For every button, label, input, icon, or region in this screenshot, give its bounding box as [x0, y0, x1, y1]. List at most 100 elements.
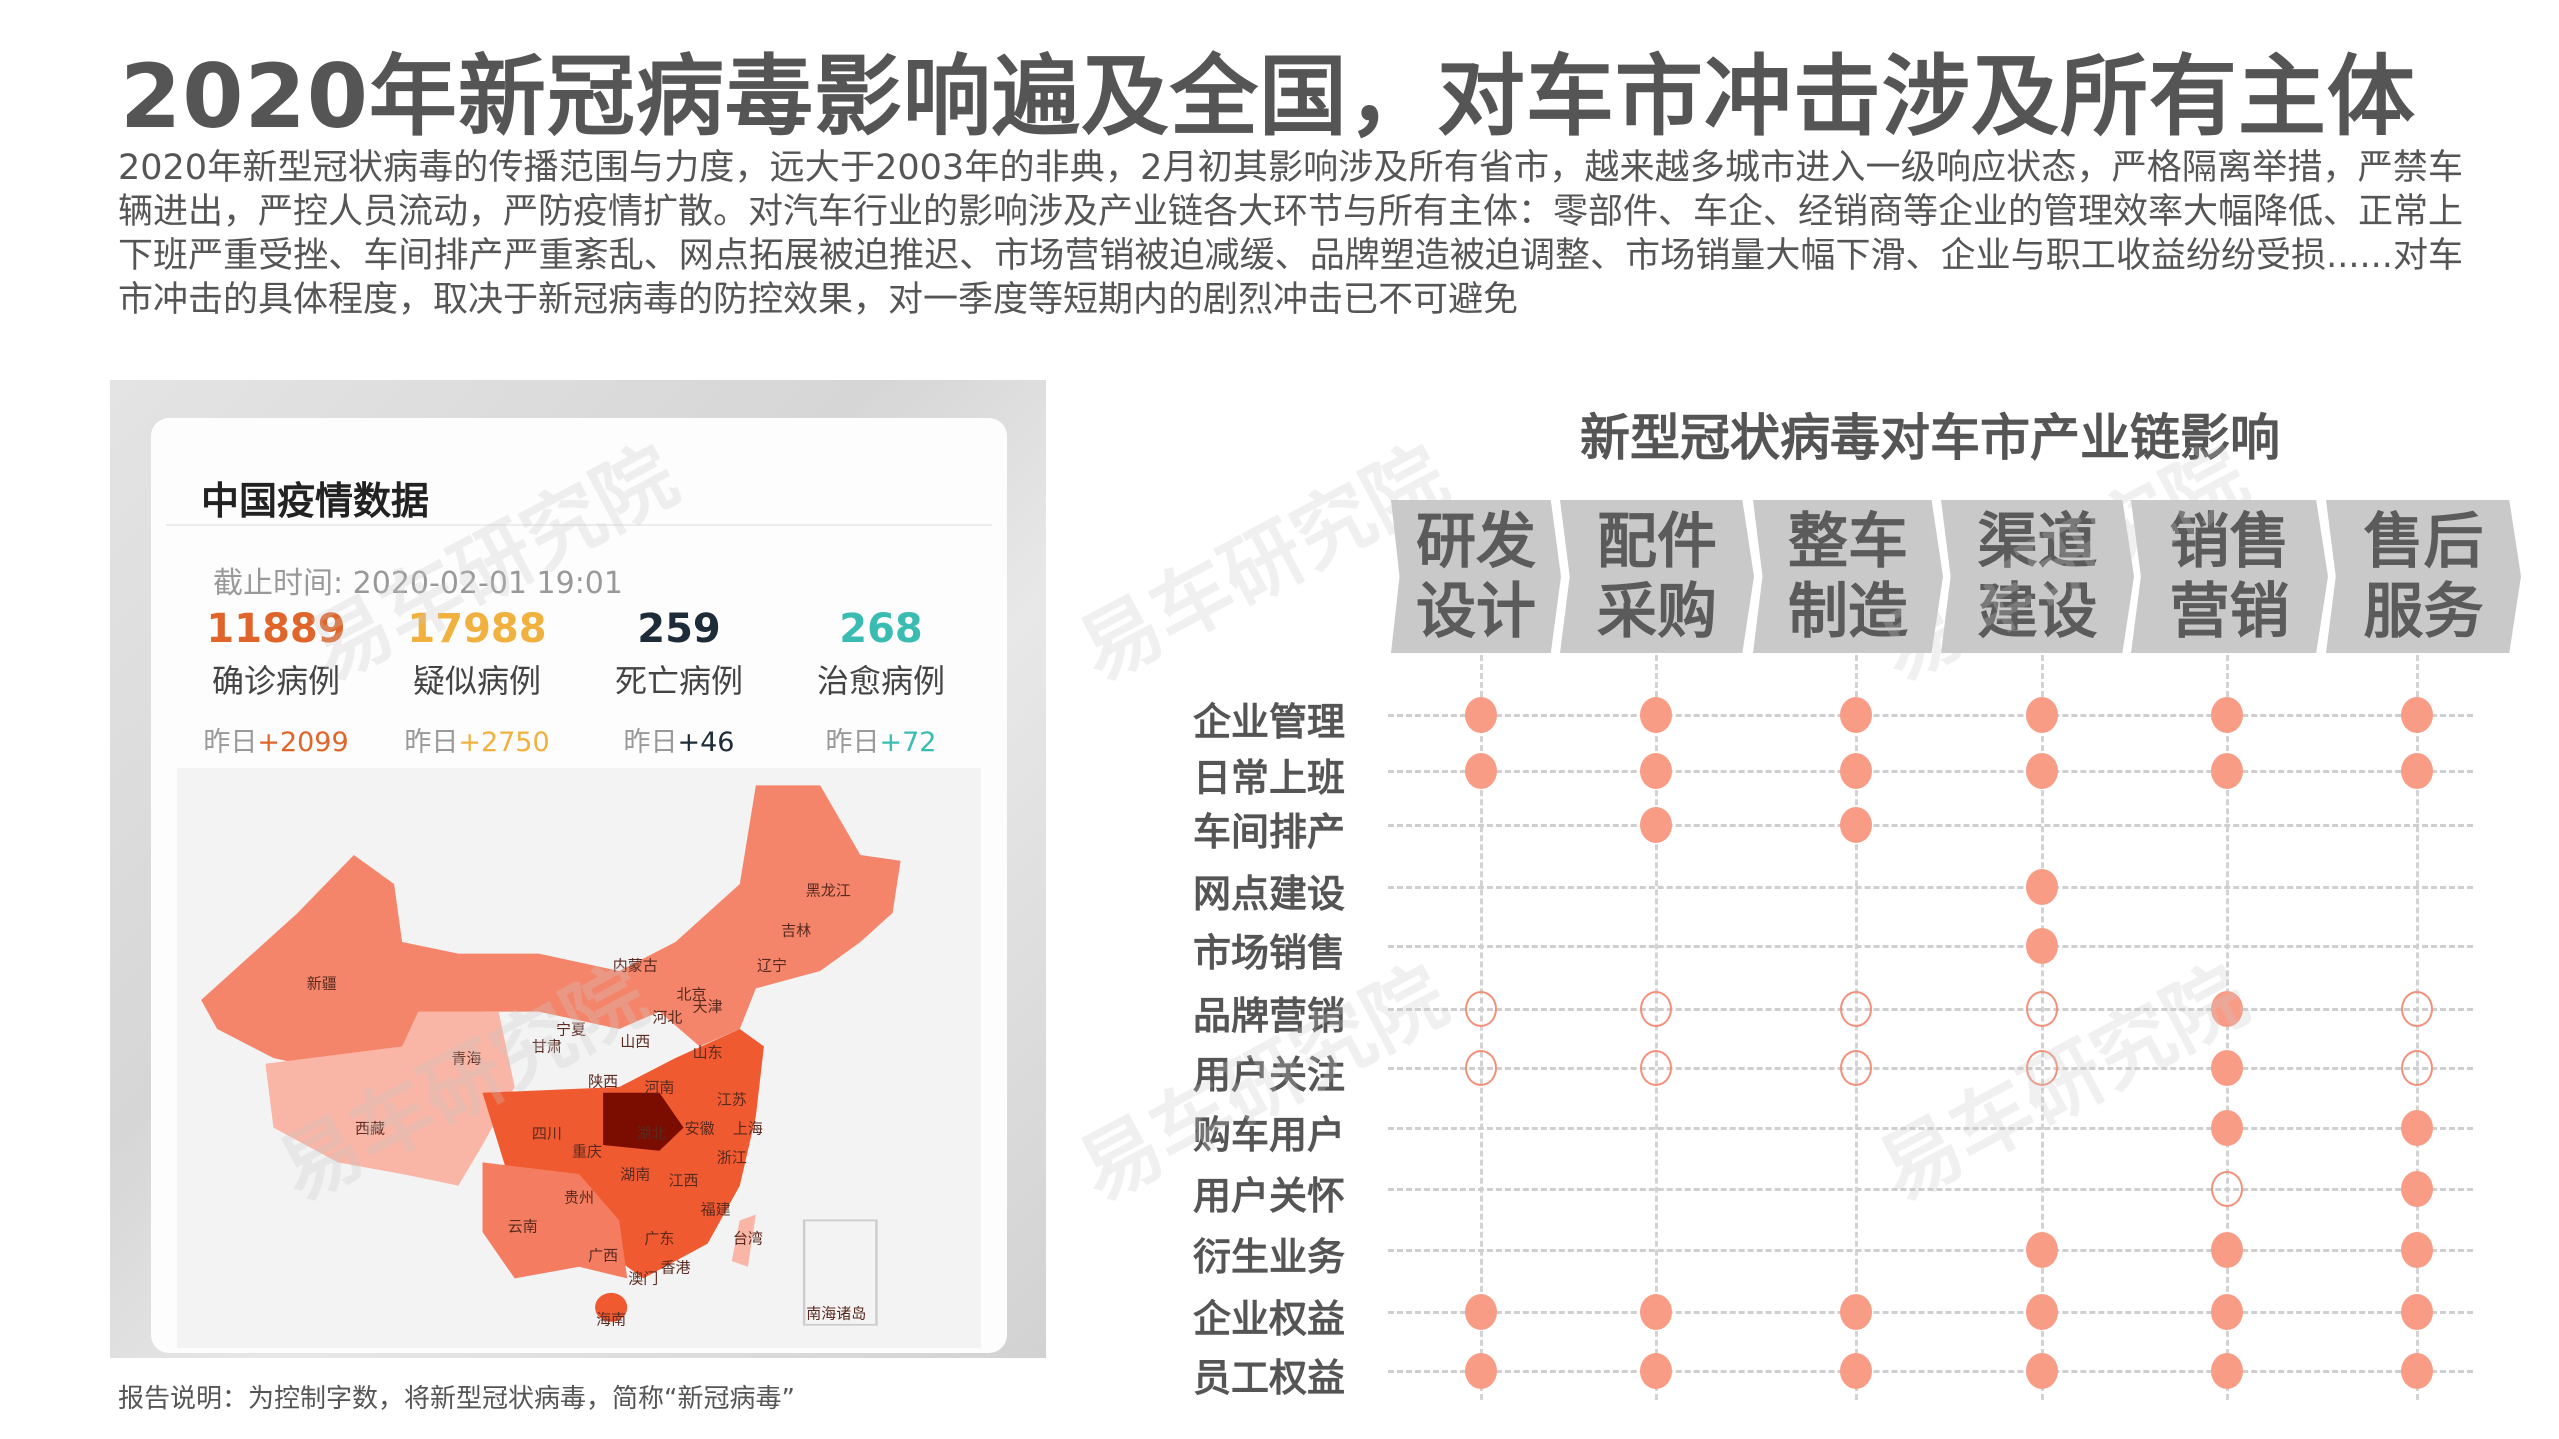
- row-gridline: [1388, 1188, 2473, 1191]
- impact-dot-filled: [1465, 697, 1497, 733]
- column-gridline: [1480, 655, 1483, 1400]
- map-label: 天津: [692, 997, 723, 1016]
- region-north: [201, 785, 901, 1087]
- row-gridline: [1388, 945, 2473, 948]
- stage-6: 售后服务: [2326, 500, 2521, 653]
- column-gridline: [2416, 655, 2419, 1400]
- impact-dot-filled: [2026, 869, 2058, 905]
- row-gridline: [1388, 1067, 2473, 1070]
- footnote: 报告说明：为控制字数，将新型冠状病毒，简称“新冠病毒”: [118, 1384, 795, 1414]
- map-label: 广东: [644, 1229, 675, 1248]
- map-label: 江苏: [716, 1090, 747, 1109]
- stage-label: 售后服务: [2363, 506, 2484, 647]
- map-label: 宁夏: [555, 1020, 586, 1039]
- impact-dot-filled: [2211, 1110, 2243, 1146]
- map-label: 贵州: [563, 1188, 595, 1207]
- impact-dot-hollow: [1640, 991, 1672, 1027]
- row-label: 品牌营销: [1192, 994, 1345, 1038]
- intro-paragraph: 2020年新型冠状病毒的传播范围与力度，远大于2003年的非典，2月初其影响涉及…: [118, 148, 2464, 320]
- row-gridline: [1388, 824, 2473, 827]
- impact-dot-hollow: [1465, 991, 1497, 1027]
- row-label: 员工权益: [1192, 1356, 1345, 1400]
- impact-dot-filled: [1840, 807, 1872, 843]
- impact-dot-filled: [1640, 753, 1672, 789]
- impact-dot-filled: [2401, 1232, 2433, 1268]
- map-label: 澳门: [628, 1269, 659, 1288]
- impact-dot-filled: [1640, 807, 1672, 843]
- impact-dot-filled: [2401, 1171, 2433, 1207]
- map-label: 广西: [588, 1246, 619, 1265]
- map-label: 南海诸岛: [806, 1304, 867, 1323]
- stage-1: 研发设计: [1391, 500, 1561, 653]
- impact-dot-filled: [2211, 1353, 2243, 1389]
- row-label: 车间排产: [1192, 810, 1345, 854]
- epidemic-card: 中国疫情数据 截止时间: 2020-02-01 19:01 11889 确诊病例…: [151, 418, 1007, 1353]
- impact-dot-filled: [2026, 1353, 2058, 1389]
- map-label: 青海: [451, 1049, 482, 1068]
- row-gridline: [1388, 1127, 2473, 1130]
- map-label: 陕西: [588, 1072, 619, 1091]
- impact-dot-filled: [1465, 753, 1497, 789]
- map-label: 四川: [531, 1124, 562, 1143]
- impact-dot-filled: [2211, 1232, 2243, 1268]
- map-label: 甘肃: [531, 1037, 562, 1056]
- stat-cured: 268 治愈病例 昨日+72: [816, 606, 945, 758]
- impact-dot-filled: [2026, 697, 2058, 733]
- impact-dot-filled: [2026, 1294, 2058, 1330]
- page-title: 2020年新冠病毒影响遍及全国，对车市冲击涉及所有主体: [120, 45, 2416, 148]
- map-label: 辽宁: [756, 956, 787, 975]
- map-label: 黑龙江: [805, 881, 851, 900]
- column-gridline: [2041, 655, 2044, 1400]
- watermark: 易车研究院: [1864, 948, 2262, 1219]
- map-label: 浙江: [716, 1148, 747, 1167]
- stat-confirmed: 11889 确诊病例 昨日+2099: [203, 606, 349, 758]
- row-gridline: [1388, 886, 2473, 889]
- impact-dot-filled: [2211, 753, 2243, 789]
- impact-dot-filled: [1840, 697, 1872, 733]
- row-label: 购车用户: [1192, 1113, 1345, 1157]
- region-hainan: [595, 1292, 628, 1322]
- impact-dot-hollow: [2401, 1050, 2433, 1086]
- divider: [166, 524, 992, 526]
- map-label: 山东: [692, 1043, 723, 1062]
- row-label: 用户关注: [1192, 1053, 1345, 1097]
- map-label: 吉林: [781, 921, 812, 940]
- impact-dot-filled: [1640, 1294, 1672, 1330]
- impact-dot-hollow: [2026, 991, 2058, 1027]
- impact-dot-hollow: [1840, 991, 1872, 1027]
- row-gridline: [1388, 1311, 2473, 1314]
- map-label: 海南: [596, 1310, 627, 1329]
- row-label: 企业管理: [1192, 700, 1345, 744]
- impact-dot-filled: [2401, 697, 2433, 733]
- stat-deaths: 259 死亡病例 昨日+46: [614, 606, 743, 758]
- stat-suspected: 17988 疑似病例 昨日+2750: [404, 606, 550, 758]
- map-label: 河南: [644, 1078, 675, 1097]
- impact-dot-hollow: [2026, 1050, 2058, 1086]
- map-label: 香港: [660, 1258, 691, 1277]
- column-gridline: [1655, 655, 1658, 1400]
- map-label: 台湾: [732, 1229, 763, 1248]
- region-hubei: [603, 1092, 684, 1151]
- map-label: 上海: [732, 1119, 763, 1138]
- row-gridline: [1388, 1249, 2473, 1252]
- stage-2: 配件采购: [1560, 500, 1754, 653]
- row-label: 日常上班: [1192, 756, 1345, 800]
- impact-dot-filled: [2026, 928, 2058, 964]
- region-west: [265, 1011, 515, 1186]
- row-label: 网点建设: [1192, 872, 1345, 916]
- stage-5: 销售营销: [2131, 500, 2328, 653]
- map-label: 湖南: [620, 1165, 651, 1184]
- map-label: 新疆: [306, 974, 337, 993]
- map-label: 北京: [676, 985, 707, 1004]
- impact-dot-filled: [2211, 697, 2243, 733]
- row-gridline: [1388, 1008, 2473, 1011]
- impact-dot-filled: [1465, 1294, 1497, 1330]
- impact-dot-filled: [1840, 1294, 1872, 1330]
- column-gridline: [1855, 655, 1858, 1400]
- stage-3: 整车制造: [1753, 500, 1943, 653]
- map-label: 福建: [700, 1200, 731, 1219]
- impact-dot-filled: [2401, 753, 2433, 789]
- region-central: [482, 1029, 764, 1279]
- impact-dot-filled: [2211, 1050, 2243, 1086]
- row-label: 衍生业务: [1192, 1235, 1345, 1279]
